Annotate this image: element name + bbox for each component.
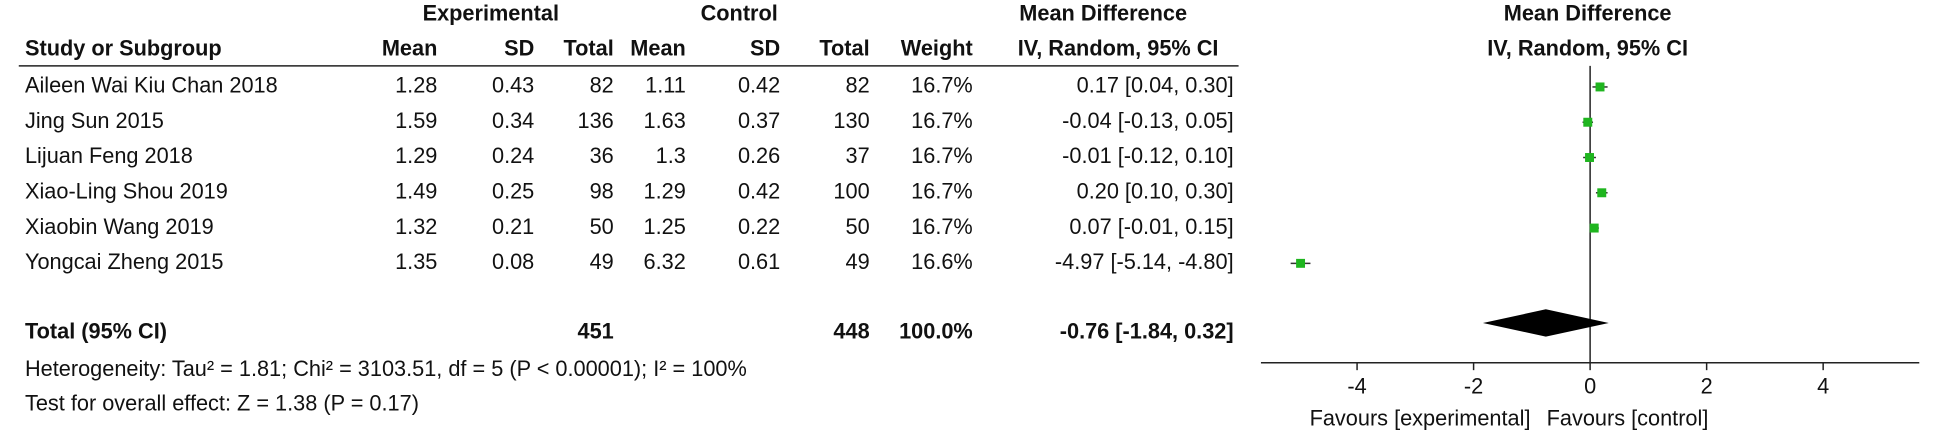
table-cell: 1.28 (395, 73, 437, 98)
table-cell: 1.49 (395, 179, 437, 204)
table-cell: 0.08 (492, 249, 534, 274)
pooled-diamond (1482, 309, 1609, 337)
heterogeneity: Heterogeneity: Tau² = 1.81; Chi² = 3103.… (25, 356, 747, 381)
effect-marker (1585, 153, 1595, 162)
table-cell: 0.25 (492, 179, 534, 204)
column-header: Mean (382, 35, 438, 60)
study-name: Jing Sun 2015 (25, 108, 164, 133)
table-cell: 0.22 (738, 214, 780, 239)
column-header: SD (750, 35, 780, 60)
table-cell: 0.20 [0.10, 0.30] (1077, 179, 1234, 204)
table-cell: 136 (578, 108, 614, 133)
table-cell: 1.25 (644, 214, 686, 239)
table-cell: 16.7% (911, 179, 973, 204)
study-name: Xiaobin Wang 2019 (25, 214, 214, 239)
effect-marker (1595, 82, 1605, 92)
group-header: Control (701, 1, 778, 26)
x-tick-label: -2 (1464, 373, 1483, 398)
table-cell: 1.11 (645, 73, 686, 98)
study-name: Lijuan Feng 2018 (25, 143, 193, 168)
table-cell: 1.29 (395, 143, 437, 168)
column-header: Total (819, 35, 869, 60)
study-name: Aileen Wai Kiu Chan 2018 (25, 73, 278, 98)
table-cell: 100.0% (899, 319, 973, 344)
table-cell: 1.63 (644, 108, 686, 133)
favours-left: Favours [experimental] (1310, 406, 1531, 431)
table-cell: 82 (845, 73, 869, 98)
column-header: Mean (630, 35, 686, 60)
study-name: Total (95% CI) (25, 319, 167, 344)
table-cell: 16.7% (911, 214, 973, 239)
table-cell: 1.35 (395, 249, 437, 274)
table-cell: 1.32 (395, 214, 437, 239)
column-header: SD (504, 35, 534, 60)
table-cell: 448 (833, 319, 869, 344)
table-cell: -0.76 [-1.84, 0.32] (1060, 319, 1234, 344)
table-cell: 0.07 [-0.01, 0.15] (1069, 214, 1233, 239)
effect-marker (1597, 188, 1607, 198)
table-cell: 0.26 (738, 143, 780, 168)
table-cell: 130 (833, 108, 869, 133)
column-header: Weight (901, 35, 973, 60)
study-name: Yongcai Zheng 2015 (25, 249, 223, 274)
table-cell: 6.32 (644, 249, 686, 274)
table-cell: 49 (590, 249, 614, 274)
table-cell: 1.3 (656, 143, 686, 168)
table-cell: 16.7% (911, 73, 973, 98)
table-cell: -0.01 [-0.12, 0.10] (1062, 143, 1233, 168)
effect-marker (1583, 117, 1593, 127)
table-cell: 0.42 (738, 73, 780, 98)
table-cell: 82 (590, 73, 614, 98)
effect-marker (1589, 223, 1599, 233)
study-name: Xiao-Ling Shou 2019 (25, 179, 228, 204)
favours-right: Favours [control] (1547, 406, 1709, 431)
plot-header: Mean Difference (1504, 1, 1672, 26)
table-cell: 36 (590, 143, 614, 168)
table-cell: 0.37 (738, 108, 780, 133)
overall-effect: Test for overall effect: Z = 1.38 (P = 0… (25, 391, 419, 416)
table-cell: 451 (578, 319, 614, 344)
table-cell: 98 (590, 179, 614, 204)
table-cell: 0.42 (738, 179, 780, 204)
table-cell: -4.97 [-5.14, -4.80] (1055, 249, 1234, 274)
table-cell: 37 (845, 143, 869, 168)
table-cell: 16.7% (911, 108, 973, 133)
column-header: Mean Difference (1019, 1, 1187, 26)
table-cell: 50 (590, 214, 614, 239)
plot-header: IV, Random, 95% CI (1487, 35, 1688, 60)
table-cell: 49 (845, 249, 869, 274)
table-cell: 0.34 (492, 108, 534, 133)
table-cell: 0.43 (492, 73, 534, 98)
table-cell: -0.04 [-0.13, 0.05] (1062, 108, 1233, 133)
x-tick-label: 2 (1701, 373, 1713, 398)
table-cell: 0.21 (492, 214, 534, 239)
table-cell: 0.17 [0.04, 0.30] (1077, 73, 1234, 98)
table-cell: 1.59 (395, 108, 437, 133)
column-header: Study or Subgroup (25, 35, 222, 60)
table-cell: 16.7% (911, 143, 973, 168)
effect-marker (1296, 258, 1306, 268)
column-header: IV, Random, 95% CI (1018, 35, 1219, 60)
table-cell: 1.29 (644, 179, 686, 204)
column-header: Total (563, 35, 613, 60)
x-tick-label: 0 (1584, 373, 1596, 398)
table-cell: 50 (845, 214, 869, 239)
table-cell: 0.24 (492, 143, 534, 168)
group-header: Experimental (423, 1, 559, 26)
table-cell: 16.6% (911, 249, 973, 274)
x-tick-label: -4 (1347, 373, 1366, 398)
table-cell: 0.61 (738, 249, 780, 274)
x-tick-label: 4 (1817, 373, 1829, 398)
table-cell: 100 (833, 179, 869, 204)
